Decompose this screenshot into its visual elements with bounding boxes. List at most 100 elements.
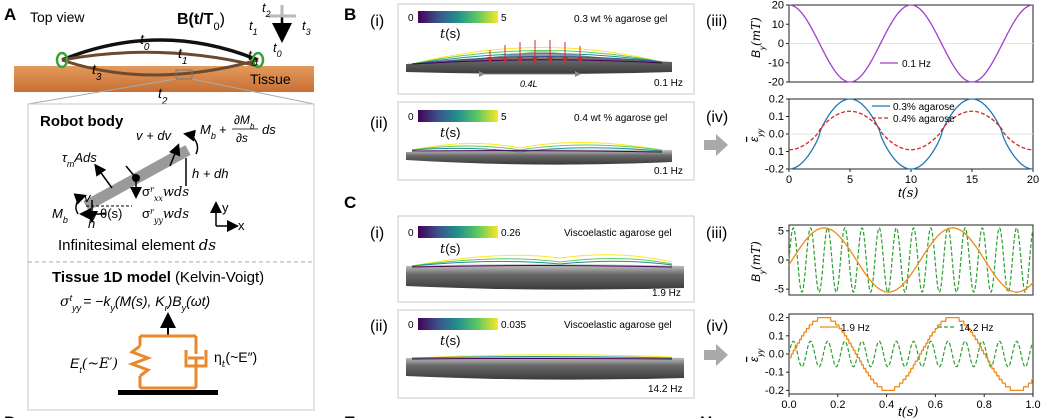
c-iv-legend-2: 14.2 Hz (959, 323, 993, 334)
h-label: h (88, 216, 95, 231)
y-tick-label: 5 (778, 225, 784, 237)
y-tick-label: 0.1 (769, 330, 784, 342)
b-iv-legend-1: 0.3% agarose (893, 102, 955, 113)
b-i-label: (i) (370, 13, 384, 30)
svg-text:t0: t0 (273, 40, 282, 59)
c-ii-cbar-min: 0 (408, 320, 414, 331)
b-iii-legend: 0.1 Hz (902, 59, 931, 70)
y-tick-label: -0.2 (765, 385, 784, 397)
v-label: v (84, 190, 92, 205)
y-tick-label: -20 (768, 77, 784, 89)
zoom-box (175, 69, 193, 80)
b-i-colorbar (418, 11, 498, 23)
x-tick-label: 20 (1027, 174, 1039, 186)
mb-plus-label: Mb + (200, 122, 227, 141)
anchor-right-icon (251, 51, 265, 69)
chart-c-iv: 0.2 0.1 0.0 -0.1 -0.2 0.0 0.2 0.4 0.6 0.8 1.0 1.9 … (747, 312, 1041, 418)
infinitesimal-label: Infinitesimal element ds (58, 236, 216, 254)
tissue-label: Tissue (250, 71, 291, 87)
c-ii-gel-body (406, 356, 684, 380)
panel-letter-f: H (700, 413, 712, 418)
robot-body-title: Robot body (40, 113, 124, 130)
tissue-model-title: Tissue 1D model (Kelvin-Voigt) (52, 269, 264, 286)
c-i-gel-label: Viscoelastic agarose gel (564, 228, 672, 239)
c-i-cbar-label: t(s) (440, 241, 460, 257)
theta-label: θ(s) (100, 206, 122, 221)
b-iv-ylabel: εyy (747, 128, 765, 142)
c-iv-xlabel: t(s) (898, 404, 918, 418)
y-tick-label: 0.0 (769, 129, 784, 141)
b-iii-series-line (788, 4, 1034, 83)
force-diagram (73, 129, 239, 232)
b-i-shape-traces (411, 47, 663, 65)
y-tick-label: 0.0 (769, 349, 784, 361)
b-iii-label: (iii) (706, 13, 727, 30)
x-tick-label: 5 (847, 174, 853, 186)
ds-label: ds (262, 122, 276, 137)
c-ii-cbar-label: t(s) (440, 333, 460, 349)
chart-c-iii: 5 0 -5 By(mT) (749, 224, 1034, 296)
b-ii-shape-traces (411, 142, 663, 153)
b-i-cbar-min: 0 (408, 13, 414, 24)
b-i-gel-body (406, 50, 672, 74)
robot-shape-t0 (61, 38, 259, 62)
c-ii-cbar-max: 0.035 (501, 320, 526, 331)
b-i-gel-label: 0.3 wt % agarose gel (574, 14, 667, 25)
panel-letter-c: C (344, 193, 356, 212)
x-tick-label: 0.4 (879, 399, 894, 411)
c-iii-series-1.9-line (788, 227, 1034, 293)
x-tick-label: 0.8 (977, 399, 992, 411)
partial-denominator: ∂s (236, 131, 248, 145)
c-i-cbar-max: 0.26 (501, 228, 521, 239)
b-iii-ylabel: By(mT) (749, 17, 767, 58)
c-ii-label: (ii) (370, 318, 388, 335)
field-label: B(t/T0) (177, 11, 225, 33)
chart-b-iv: 0.2 0.1 0.0 0.1 -0.20 5 10 15 20 0.3% agarose 0.… (747, 94, 1039, 202)
c-iv-legend-1: 1.9 Hz (841, 323, 870, 334)
y-tick-label: 0 (778, 255, 784, 267)
x-tick-label: 0.6 (928, 399, 943, 411)
et-label: Et(~E′) (70, 355, 118, 375)
b-ii-freq: 0.1 Hz (654, 166, 683, 177)
c-iv-series-1.9-line (789, 316, 1033, 392)
kelvin-voigt-model (118, 312, 218, 395)
sigma-yy-label: σryywds (142, 206, 189, 225)
y-tick-label: 20 (772, 0, 784, 12)
b-iv-legend-2: 0.4% agarose (893, 114, 955, 125)
b-flow-arrow-icon (704, 134, 728, 156)
y-axis-label: y (222, 200, 229, 215)
b-ii-cbar-max: 5 (501, 112, 507, 123)
robot-shape-t1 (61, 50, 259, 68)
c-flow-arrow-icon (704, 344, 728, 366)
c-i-shape-traces (411, 254, 673, 268)
c-i-label: (i) (370, 225, 384, 242)
y-tick-label: -10 (768, 57, 784, 69)
t3-label: t3 (92, 61, 102, 83)
c-i-cbar-min: 0 (408, 228, 414, 239)
c-ii-gel-label: Viscoelastic agarose gel (564, 320, 672, 331)
c-iv-series-14.2-line (788, 340, 1034, 368)
c-iii-series-14.2-line (788, 227, 1034, 293)
y-tick-label: 0.2 (769, 312, 784, 324)
h-dh-label: h + dh (192, 166, 229, 181)
panel-letter-a: A (4, 5, 16, 24)
b-i-scale-label: 0.4L (520, 79, 538, 89)
svg-text:t1: t1 (249, 18, 258, 37)
panel-letter-e: E (344, 413, 355, 418)
c-i-gel-body (406, 264, 684, 290)
panel-letter-d: D (4, 413, 16, 418)
y-tick-label: -0.1 (765, 367, 784, 379)
panel-letter-b: B (344, 5, 356, 24)
eta-label: ηt(~E″) (214, 349, 257, 370)
x-tick-label: 1.0 (1025, 399, 1040, 411)
b-ii-gel-body (406, 149, 672, 165)
tissue-equation: σtyy = −ky(M(s), Kr)By(ωt) (60, 293, 210, 313)
b-ii-gel-label: 0.4 wt % agarose gel (574, 113, 667, 124)
y-tick-label: 0.1 (769, 111, 784, 123)
c-ii-freq: 14.2 Hz (648, 384, 682, 395)
robot-shape-t3 (61, 58, 259, 77)
sigma-xx-label: σrxxwds (142, 184, 189, 203)
y-tick-label: 0 (778, 38, 784, 50)
t0-label: t0 (140, 31, 150, 53)
x-tick-label: 10 (905, 174, 917, 186)
